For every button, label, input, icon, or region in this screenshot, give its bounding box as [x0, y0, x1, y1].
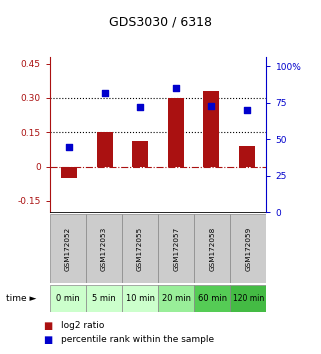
- Bar: [194, 214, 230, 283]
- Text: 10 min: 10 min: [126, 294, 154, 303]
- Text: GSM172059: GSM172059: [245, 227, 251, 271]
- Text: ■: ■: [43, 321, 53, 331]
- Point: [173, 85, 178, 91]
- Text: GSM172053: GSM172053: [101, 227, 107, 271]
- Text: 0 min: 0 min: [56, 294, 80, 303]
- Bar: [61, 167, 77, 178]
- Point: [244, 107, 249, 113]
- Bar: [204, 91, 219, 167]
- Text: GSM172055: GSM172055: [137, 227, 143, 271]
- Bar: [158, 285, 194, 312]
- Text: GSM172058: GSM172058: [209, 227, 215, 271]
- Bar: [50, 214, 86, 283]
- Text: GSM172057: GSM172057: [173, 227, 179, 271]
- Text: 20 min: 20 min: [162, 294, 191, 303]
- Bar: [122, 214, 158, 283]
- Point: [138, 104, 143, 110]
- Text: 60 min: 60 min: [198, 294, 227, 303]
- Bar: [194, 285, 230, 312]
- Text: GDS3030 / 6318: GDS3030 / 6318: [109, 16, 212, 29]
- Point: [209, 103, 214, 109]
- Bar: [50, 285, 86, 312]
- Text: GSM172052: GSM172052: [65, 227, 71, 271]
- Text: percentile rank within the sample: percentile rank within the sample: [61, 335, 214, 344]
- Bar: [132, 141, 148, 167]
- Bar: [86, 214, 122, 283]
- Bar: [230, 285, 266, 312]
- Point: [102, 90, 108, 96]
- Bar: [239, 146, 255, 167]
- Bar: [122, 285, 158, 312]
- Text: 120 min: 120 min: [233, 294, 264, 303]
- Text: time ►: time ►: [6, 294, 37, 303]
- Bar: [230, 214, 266, 283]
- Point: [67, 144, 72, 149]
- Text: 5 min: 5 min: [92, 294, 116, 303]
- Text: log2 ratio: log2 ratio: [61, 321, 104, 330]
- Bar: [158, 214, 194, 283]
- Text: ■: ■: [43, 335, 53, 345]
- Bar: [97, 132, 113, 167]
- Bar: [86, 285, 122, 312]
- Bar: [168, 98, 184, 167]
